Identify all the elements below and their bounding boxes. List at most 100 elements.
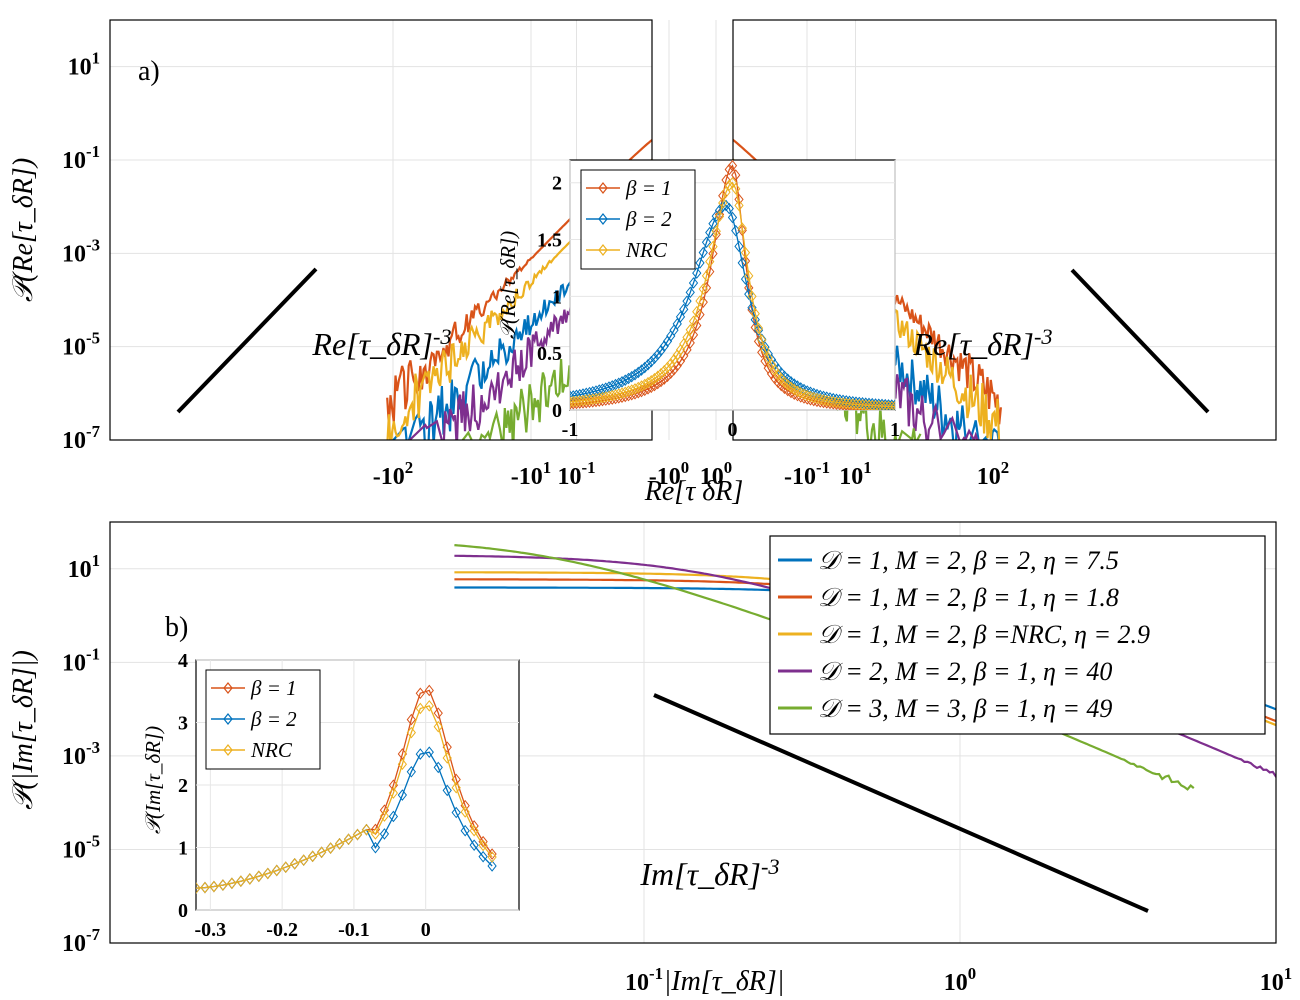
inset-b-marker	[388, 810, 399, 823]
inset-a-marker	[880, 400, 890, 410]
inset-a-marker	[737, 222, 747, 234]
x-axis-label-b: |Im[τ_δR]|	[664, 966, 785, 997]
inset-b-marker	[343, 833, 354, 846]
inset-a-marker	[867, 399, 877, 410]
inset-a-marker	[666, 357, 676, 370]
inset-a-marker	[724, 179, 734, 191]
inset-b-marker	[325, 842, 336, 854]
y-tick-label-a: 10-7	[62, 422, 100, 454]
inset-a-marker	[643, 383, 653, 395]
inset-b-y-tick: 4	[178, 650, 188, 672]
inset-a-marker	[818, 394, 829, 406]
inset-a-marker	[848, 398, 858, 410]
inset-b-marker	[487, 860, 497, 872]
slope-line-right	[1070, 268, 1210, 414]
inset-a-marker	[688, 329, 699, 341]
inset-b-marker	[406, 713, 416, 726]
inset-b-marker	[263, 867, 273, 880]
inset-b-marker	[487, 851, 497, 863]
inset-b-marker	[200, 881, 210, 894]
inset-a-marker	[825, 395, 835, 408]
inset-b-marker	[442, 784, 452, 797]
inset-a-marker	[731, 183, 741, 195]
inset-a-marker	[887, 400, 895, 410]
inset-a-marker	[640, 384, 650, 397]
inset-b-x-tick: -0.2	[266, 919, 298, 941]
y-tick-label-b: 10-5	[62, 831, 100, 863]
inset-b-marker	[218, 879, 228, 891]
inset-a-legend-marker	[598, 213, 608, 225]
inset-a-marker	[734, 199, 744, 212]
inset-a-marker	[724, 202, 734, 215]
inset-a-marker	[740, 246, 751, 259]
y-tick-label-b: 10-1	[62, 644, 100, 676]
inset-a-marker	[828, 395, 838, 408]
inset-b-marker	[469, 839, 479, 851]
inset-b-legend-entry: β = 1	[250, 676, 297, 700]
inset-a-marker	[727, 211, 738, 224]
slope-annotation-b: Im[τ_δR]-3	[639, 854, 779, 892]
inset-a-x-tick: 0	[728, 419, 738, 441]
inset-a-marker	[815, 393, 825, 406]
inset-a-marker	[750, 313, 760, 326]
legend-entry: 𝒟 = 1, M = 2, β =NRC, η = 2.9	[818, 620, 1150, 649]
inset-a-marker	[718, 197, 728, 209]
y-tick-label-a: 101	[68, 49, 100, 81]
inset-a-y-tick: 0	[552, 400, 562, 422]
inset-a-marker	[653, 348, 663, 361]
inset-a-marker	[679, 303, 689, 316]
inset-a-marker	[760, 344, 770, 356]
inset-a-marker	[701, 236, 712, 249]
inset-a-marker	[656, 344, 666, 357]
inset-a-x-tick: -1	[562, 419, 579, 441]
inset-a-marker	[744, 270, 754, 282]
inset-b-marker	[442, 752, 452, 764]
inset-b-marker	[424, 700, 434, 712]
inset-a-marker	[890, 400, 895, 410]
inset-b-y-tick: 1	[178, 838, 188, 860]
inset-a-marker	[672, 318, 682, 330]
y-tick-label-b: 10-7	[62, 925, 100, 957]
y-tick-label-a: 10-1	[62, 142, 100, 174]
y-tick-label-b: 10-3	[62, 738, 100, 770]
inset-b-x-tick: 0	[421, 919, 431, 941]
inset-b-series-yellow	[196, 700, 497, 894]
inset-a-legend-marker	[598, 182, 608, 194]
inset-b-legend-marker	[223, 682, 233, 694]
inset-a-marker	[851, 398, 861, 410]
inset-a-marker	[636, 380, 647, 392]
inset-a-marker	[643, 358, 653, 371]
inset-a-marker	[731, 169, 741, 181]
inset-a-marker	[620, 374, 630, 387]
inset-b-marker	[397, 758, 408, 771]
inset-b-marker	[334, 837, 345, 850]
inset-a-marker	[724, 163, 734, 176]
y-axis-label-a: 𝒫(Re[τ_δR])	[8, 158, 39, 302]
inset-b-marker	[487, 848, 497, 860]
legend-box	[769, 535, 1266, 735]
inset-b-marker	[352, 828, 363, 841]
slope-line-b	[653, 693, 1149, 913]
inset-b-marker	[227, 877, 237, 890]
inset-a-marker	[841, 397, 851, 410]
inset-b-marker	[433, 761, 443, 774]
panel-label-a: a)	[138, 56, 160, 87]
inset-a-marker	[646, 381, 656, 394]
inset-a-marker	[835, 396, 845, 409]
inset-a-marker	[701, 270, 712, 282]
inset-a-marker	[721, 174, 731, 186]
inset-a-marker	[675, 311, 686, 323]
inset-a-marker	[747, 290, 757, 303]
x-tick-label-a-left: -10-1	[784, 458, 830, 490]
inset-a-marker	[633, 366, 643, 379]
inset-a-marker	[630, 383, 640, 395]
series-line-green	[461, 280, 652, 440]
inset-a-marker	[737, 224, 747, 237]
inset-a-marker	[864, 399, 874, 410]
inset-a-marker	[831, 396, 842, 409]
inset-a-y-tick: 0.5	[537, 343, 562, 365]
x-axis-label-a: Re[τ δR]	[644, 476, 743, 507]
y-tick-label-b: 101	[68, 551, 100, 583]
inset-b-legend-entry: NRC	[250, 738, 293, 762]
